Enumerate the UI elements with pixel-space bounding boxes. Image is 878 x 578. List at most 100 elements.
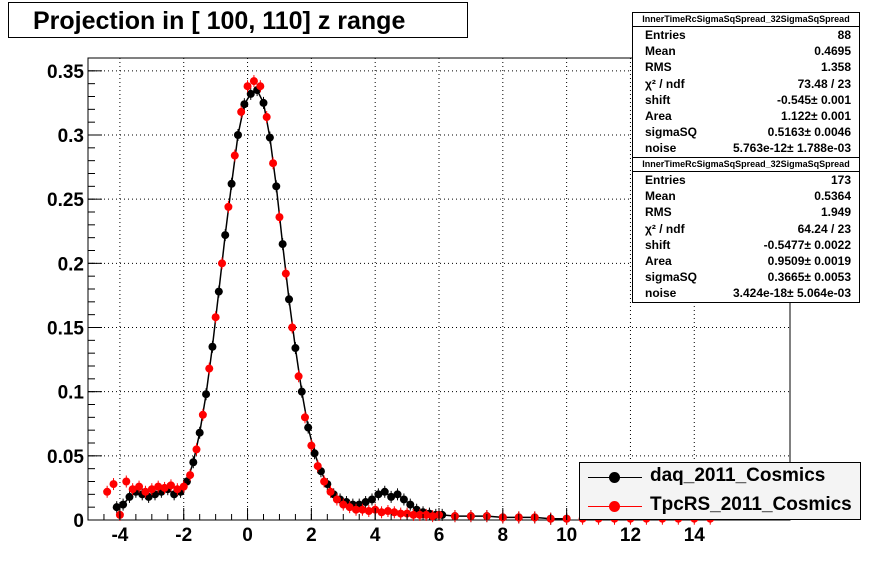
data-point bbox=[285, 295, 294, 304]
stats-value: 1.122± 0.001 bbox=[781, 108, 851, 123]
stats-title: InnerTimeRcSigmaSqSpread_32SigmaSqSpread bbox=[633, 13, 859, 27]
stats-row: noise 3.424e-18± 5.064e-03 bbox=[633, 285, 859, 301]
stats-value: 0.3665± 0.0053 bbox=[767, 270, 851, 285]
data-point bbox=[393, 490, 402, 499]
stats-value: 3.424e-18± 5.064e-03 bbox=[732, 286, 851, 301]
data-point bbox=[147, 485, 156, 494]
legend-label: TpcRS_2011_Cosmics bbox=[650, 494, 852, 515]
data-point bbox=[269, 159, 278, 168]
data-point bbox=[211, 313, 220, 322]
data-point bbox=[422, 510, 431, 519]
stats-row: RMS 1.949 bbox=[633, 204, 859, 220]
data-point bbox=[387, 492, 396, 501]
x-tick-label: 4 bbox=[370, 525, 381, 546]
x-tick-label: 6 bbox=[434, 525, 445, 546]
data-point bbox=[109, 480, 118, 489]
stats-value: 0.5163± 0.0046 bbox=[767, 125, 851, 140]
y-tick-label: 0.15 bbox=[47, 319, 84, 340]
x-tick-label: -2 bbox=[175, 525, 192, 546]
data-point bbox=[125, 492, 134, 501]
data-point bbox=[122, 477, 131, 486]
chart-title: Projection in [ 100, 110] z range bbox=[33, 7, 406, 35]
data-point bbox=[275, 213, 284, 222]
data-point bbox=[406, 500, 415, 509]
y-tick-label: 0.25 bbox=[47, 190, 84, 211]
data-point bbox=[259, 98, 268, 107]
stats-label: noise bbox=[645, 141, 677, 156]
data-point bbox=[262, 113, 271, 122]
data-point bbox=[227, 179, 236, 188]
data-point bbox=[377, 508, 386, 517]
data-point bbox=[339, 500, 348, 509]
data-point bbox=[332, 495, 341, 504]
data-point bbox=[294, 372, 303, 381]
data-point bbox=[166, 481, 175, 490]
data-point bbox=[249, 77, 258, 86]
data-point bbox=[278, 240, 287, 249]
data-point bbox=[233, 131, 242, 139]
data-point bbox=[230, 151, 239, 160]
data-point bbox=[160, 483, 169, 492]
data-point bbox=[367, 495, 376, 504]
data-point bbox=[173, 485, 182, 494]
data-point bbox=[240, 100, 249, 109]
data-point bbox=[154, 482, 163, 491]
stats-row: noise 5.763e-12± 1.788e-03 bbox=[633, 140, 859, 156]
stats-row: Mean 0.4695 bbox=[633, 43, 859, 59]
y-tick-label: 0.3 bbox=[58, 126, 84, 147]
data-point bbox=[383, 507, 392, 516]
data-point bbox=[281, 269, 290, 278]
data-point bbox=[205, 364, 214, 373]
data-point bbox=[256, 82, 265, 91]
stats-row: χ² / ndf 64.24 / 23 bbox=[633, 221, 859, 237]
data-point bbox=[415, 510, 424, 519]
data-point bbox=[288, 323, 297, 332]
data-point bbox=[224, 202, 233, 211]
y-tick-label: 0.2 bbox=[58, 254, 84, 275]
stats-title: InnerTimeRcSigmaSqSpread_32SigmaSqSpread bbox=[633, 158, 859, 172]
legend-label: daq_2011_Cosmics bbox=[650, 465, 826, 486]
stats-row: χ² / ndf 73.48 / 23 bbox=[633, 76, 859, 92]
data-point bbox=[198, 410, 207, 419]
data-point bbox=[291, 344, 300, 353]
data-point bbox=[221, 231, 230, 240]
x-tick-label: 8 bbox=[498, 525, 509, 546]
stats-label: Mean bbox=[645, 189, 676, 204]
data-point bbox=[265, 133, 274, 142]
stats-label: sigmaSQ bbox=[645, 125, 698, 140]
data-point bbox=[179, 482, 188, 491]
legend: daq_2011_Cosmics TpcRS_2011_Cosmics bbox=[579, 462, 861, 520]
x-tick-label: -4 bbox=[111, 525, 128, 546]
y-tick-label: 0.05 bbox=[47, 447, 84, 468]
data-point bbox=[272, 182, 281, 191]
data-point bbox=[396, 509, 405, 518]
axes: -4 -2 0 2 4 6 8 10 12 14 0 0.05 0.1 0.15 0.2 0.25 0.3 0.3… bbox=[47, 62, 791, 546]
stats-row: Area 1.122± 0.001 bbox=[633, 108, 859, 124]
stats-row: Entries 88 bbox=[633, 27, 859, 43]
stats-label: Area bbox=[645, 253, 672, 268]
data-point bbox=[195, 428, 204, 437]
stats-value: 88 bbox=[837, 28, 851, 42]
data-point bbox=[300, 413, 309, 422]
stats-label: Mean bbox=[645, 44, 676, 59]
stats-box-daq: InnerTimeRcSigmaSqSpread_32SigmaSqSpread… bbox=[632, 12, 860, 158]
stats-label: χ² / ndf bbox=[645, 76, 685, 91]
data-point bbox=[128, 485, 137, 494]
data-point bbox=[214, 287, 223, 296]
data-point bbox=[103, 487, 112, 496]
stats-value: 64.24 / 23 bbox=[797, 221, 851, 236]
y-tick-label: 0.35 bbox=[47, 62, 84, 83]
data-point bbox=[202, 390, 211, 399]
data-point bbox=[313, 462, 322, 471]
stats-row: shift -0.5477± 0.0022 bbox=[633, 237, 859, 253]
stats-value: 1.949 bbox=[820, 205, 851, 220]
stats-label: Entries bbox=[645, 28, 686, 42]
stats-row: Area 0.9509± 0.0019 bbox=[633, 253, 859, 269]
stats-row: sigmaSQ 0.3665± 0.0053 bbox=[633, 269, 859, 285]
stats-value: 173 bbox=[830, 173, 851, 187]
stats-row: RMS 1.358 bbox=[633, 59, 859, 75]
legend-marker bbox=[609, 501, 620, 512]
stats-value: 0.9509± 0.0019 bbox=[767, 253, 851, 268]
stats-row: Entries 173 bbox=[633, 172, 859, 188]
